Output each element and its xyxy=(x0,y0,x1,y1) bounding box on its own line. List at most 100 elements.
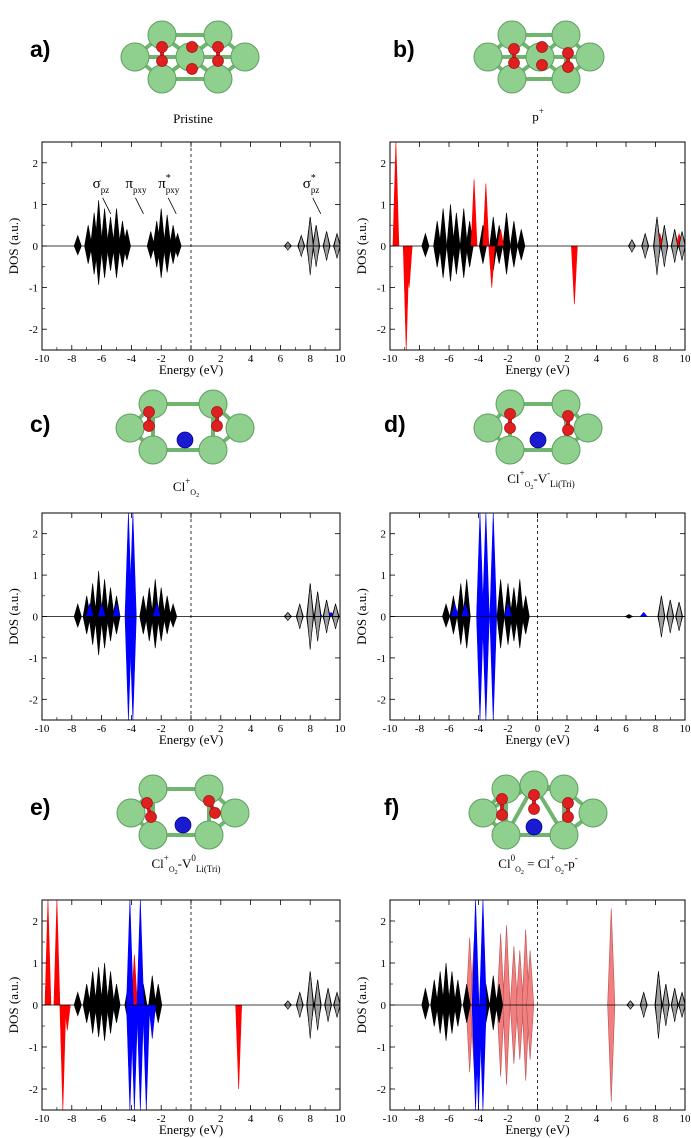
molecule-structures xyxy=(115,20,608,850)
dos-peak-total-mirror xyxy=(459,245,468,278)
y-tick-label: -1 xyxy=(377,1042,386,1054)
dos-peak-blue xyxy=(639,611,648,617)
plot-area xyxy=(390,513,685,720)
y-tick-label: -1 xyxy=(377,283,386,295)
dos-peak-blue-mirror xyxy=(482,616,490,720)
dos-peak-total xyxy=(459,208,468,247)
y-tick-label: 1 xyxy=(33,199,39,211)
dos-peak-total-mirror xyxy=(112,1004,121,1023)
dos-peak-empty-mirror xyxy=(641,245,649,259)
x-tick-label: -2 xyxy=(503,1113,512,1125)
y-tick-label: 1 xyxy=(33,570,39,582)
dos-peak-total-mirror xyxy=(489,1004,498,1031)
panel-label-f: f) xyxy=(384,794,399,820)
x-tick-label: 10 xyxy=(335,723,347,735)
dos-peak-pink xyxy=(607,1004,616,1102)
cl-atom xyxy=(176,431,194,449)
dos-peak-total xyxy=(163,214,172,247)
dos-peak-empty-mirror xyxy=(661,245,668,267)
li-atom xyxy=(575,42,605,72)
dos-peak-total-mirror xyxy=(465,245,474,268)
dos-peak-total xyxy=(489,975,498,1006)
dos-peak-total xyxy=(73,603,82,617)
x-tick-label: 2 xyxy=(218,353,224,365)
dos-peak-pink-mirror xyxy=(607,908,616,1006)
molecule-b xyxy=(473,20,605,94)
dos-peak-blue xyxy=(479,900,487,1006)
dos-peak-empty-mirror xyxy=(297,245,305,258)
dos-peak-blue-mirror xyxy=(136,1004,145,1110)
x-tick-label: -8 xyxy=(67,1113,77,1125)
x-tick-label: 2 xyxy=(564,723,570,735)
x-tick-label: -4 xyxy=(474,353,484,365)
dos-peak-empty-mirror xyxy=(296,616,304,629)
oxygen-atom xyxy=(508,43,520,55)
y-tick-label: -2 xyxy=(377,1084,386,1096)
dos-peak-total xyxy=(94,200,103,247)
li-atom xyxy=(138,774,168,804)
x-tick-label: 10 xyxy=(680,723,691,735)
dos-peak-total-mirror xyxy=(509,245,518,268)
y-tick-label: 1 xyxy=(33,958,39,970)
oxygen-atom xyxy=(211,420,223,432)
y-axis-label: DOS (a.u.) xyxy=(354,218,369,275)
li-atom xyxy=(578,798,608,828)
x-tick-label: 8 xyxy=(653,723,659,735)
x-tick-label: 8 xyxy=(653,1113,659,1125)
y-tick-label: -2 xyxy=(29,1084,38,1096)
dos-peak-total xyxy=(446,204,455,247)
molecule-d xyxy=(473,389,603,465)
dos-peak-total-mirror xyxy=(100,245,109,278)
dos-peak-total-mirror xyxy=(446,245,455,282)
molecule-f xyxy=(468,770,608,850)
y-tick-label: -1 xyxy=(29,283,38,295)
x-tick-label: 2 xyxy=(218,1113,224,1125)
x-tick-label: -4 xyxy=(127,723,137,735)
dos-peak-total xyxy=(112,208,121,247)
orbital-annotation: σ* pz xyxy=(303,173,320,195)
dos-peak-empty-mirror xyxy=(284,245,292,251)
plot-area xyxy=(42,513,340,720)
x-axis-label: Energy (eV) xyxy=(505,362,569,377)
x-tick-label: 8 xyxy=(307,1113,313,1125)
x-tick-label: -8 xyxy=(67,353,77,365)
li-atom xyxy=(138,435,168,465)
dos-peak-total-mirror xyxy=(73,1004,82,1017)
oxygen-atom xyxy=(186,41,198,53)
y-tick-label: 2 xyxy=(381,916,387,928)
y-tick-label: 0 xyxy=(33,612,39,624)
x-tick-label: 0 xyxy=(188,1113,194,1125)
dos-peak-red xyxy=(44,900,52,1006)
oxygen-atom xyxy=(562,424,574,436)
li-atom xyxy=(549,820,579,850)
dos-peak-total xyxy=(112,983,121,1006)
dos-peak-total-mirror xyxy=(94,245,103,285)
dos-peak-total xyxy=(157,208,166,247)
dos-peak-total-mirror xyxy=(112,245,121,278)
li-atom xyxy=(198,435,228,465)
x-tick-label: 6 xyxy=(278,723,284,735)
y-tick-label: 0 xyxy=(33,1000,39,1012)
li-atom xyxy=(203,64,233,94)
x-tick-label: -8 xyxy=(67,723,77,735)
annotation-arrow xyxy=(167,197,177,214)
li-atom xyxy=(473,413,503,443)
dos-peak-pink xyxy=(502,1004,511,1085)
oxygen-atom xyxy=(496,809,508,821)
x-tick-label: -8 xyxy=(415,1113,425,1125)
y-tick-label: 2 xyxy=(33,529,39,541)
annotation-arrow xyxy=(135,197,144,214)
x-axis-label: Energy (eV) xyxy=(505,732,569,747)
x-tick-label: -10 xyxy=(35,1113,50,1125)
dos-peak-pink-mirror xyxy=(509,1004,518,1064)
dos-peak-total xyxy=(521,595,530,617)
dos-peak-empty-mirror xyxy=(296,1004,304,1018)
dos-peak-total-mirror xyxy=(169,616,178,628)
x-tick-label: 4 xyxy=(248,353,254,365)
dos-peak-red xyxy=(59,1004,67,1110)
oxygen-atom xyxy=(156,41,168,53)
oxygen-atom xyxy=(562,410,574,422)
li-atom xyxy=(473,42,503,72)
